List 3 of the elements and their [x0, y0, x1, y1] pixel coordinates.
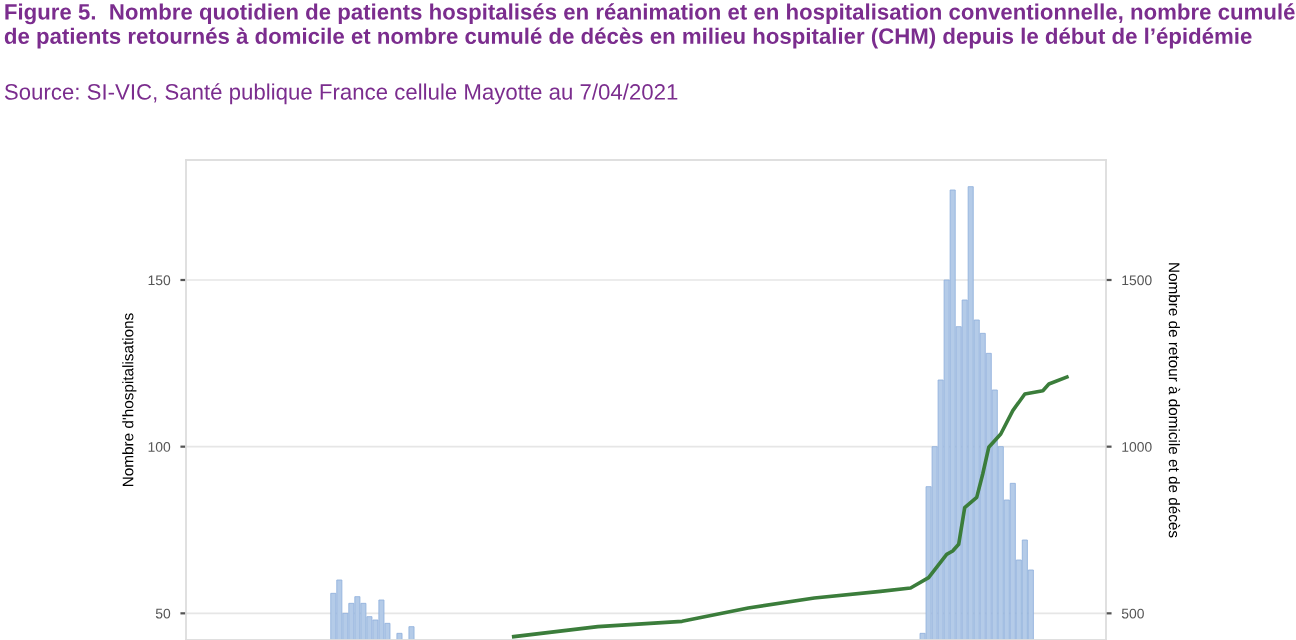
line-series	[511, 375, 1069, 639]
source-note: Source: SI-VIC, Santé publique France cellule Mayotte au 7/04/2021	[4, 83, 678, 105]
chart-title: Figure 5. Nombre quotidien de patients hospitalisés en réanimation et en hospitalisation conventionnelle, nombre cumulé de patients retournés à domicile et nombre cumulé de décès en milieu hospitalier (CHM) depuis le début de l’épidémie	[4, 3, 1295, 49]
